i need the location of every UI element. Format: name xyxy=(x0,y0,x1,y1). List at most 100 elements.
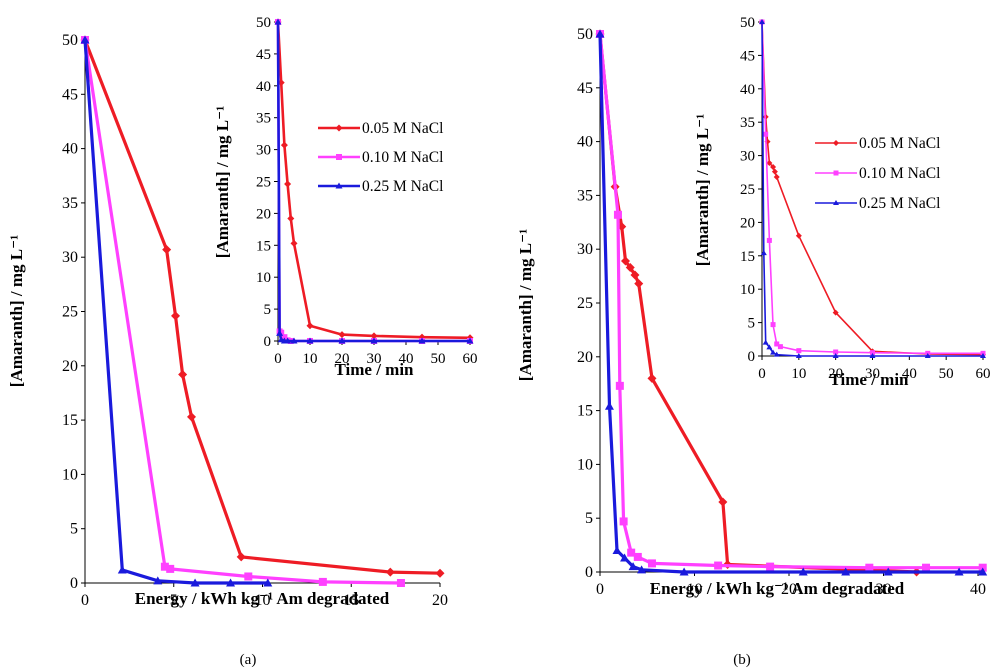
legend-label: 0.25 M NaCl xyxy=(362,178,443,195)
data-point xyxy=(117,565,127,574)
x-tick-label: 5 xyxy=(170,592,178,609)
data-point xyxy=(171,311,181,321)
y-tick-label: 50 xyxy=(577,26,593,43)
data-point xyxy=(466,337,474,344)
data-point xyxy=(647,559,656,568)
data-point xyxy=(281,334,288,341)
y-tick-label: 25 xyxy=(740,182,755,198)
y-tick-label: 40 xyxy=(62,141,78,158)
series-0-25-m-nacl xyxy=(80,35,273,587)
y-axis-label: [Amaranth] / mg L⁻¹ xyxy=(213,106,232,258)
y-tick-label: 45 xyxy=(740,48,755,64)
data-point xyxy=(922,563,931,572)
x-tick-label: 0 xyxy=(274,351,282,367)
series-0-10-m-nacl xyxy=(759,19,986,356)
series-0-25-m-nacl xyxy=(274,18,474,344)
data-point xyxy=(162,245,172,255)
y-tick-label: 35 xyxy=(62,195,78,212)
y-tick-label: 15 xyxy=(62,412,78,429)
data-point xyxy=(954,567,964,576)
data-point xyxy=(236,552,246,562)
data-point xyxy=(760,250,767,256)
data-point xyxy=(80,35,90,44)
data-point xyxy=(833,349,839,355)
data-point xyxy=(385,567,395,577)
data-point xyxy=(980,353,986,358)
y-tick-label: 0 xyxy=(585,564,593,581)
x-tick-label: 0 xyxy=(758,366,766,382)
y-tick-label: 25 xyxy=(62,304,78,321)
series-0-10-m-nacl xyxy=(596,30,987,572)
y-tick-label: 10 xyxy=(62,466,78,483)
y-axis-label: [Amaranth] / mg L⁻¹ xyxy=(7,235,26,387)
data-point xyxy=(832,353,839,358)
data-point xyxy=(796,348,802,354)
x-tick-label: 20 xyxy=(828,366,843,382)
data-point xyxy=(832,309,839,316)
y-tick-label: 5 xyxy=(264,302,272,318)
data-point xyxy=(795,353,802,358)
y-tick-label: 10 xyxy=(577,456,593,473)
data-point xyxy=(637,565,647,574)
series-0-10-m-nacl xyxy=(81,36,405,587)
x-tick-label: 40 xyxy=(902,366,917,382)
y-tick-label: 40 xyxy=(256,79,271,95)
data-point xyxy=(795,232,802,239)
series-line xyxy=(83,39,441,575)
data-point xyxy=(841,567,851,576)
data-point xyxy=(773,173,780,180)
x-tick-label: 50 xyxy=(431,351,446,367)
data-point xyxy=(396,579,405,587)
y-tick-label: 25 xyxy=(577,295,593,312)
legend-item: 0.05 M NaCl xyxy=(318,120,443,137)
data-point xyxy=(226,578,236,587)
data-point xyxy=(770,349,777,355)
x-tick-label: 30 xyxy=(865,366,880,382)
legend: 0.05 M NaCl 0.10 M NaCl 0.25 M NaCl xyxy=(318,120,443,195)
y-tick-label: 0 xyxy=(264,334,272,350)
data-point xyxy=(290,239,298,247)
data-point xyxy=(306,337,314,344)
data-point xyxy=(759,19,765,24)
data-point xyxy=(625,262,635,272)
series-0-25-m-nacl xyxy=(595,29,988,576)
series-line xyxy=(83,39,401,585)
legend-marker xyxy=(336,154,342,160)
data-point xyxy=(187,412,196,422)
caption-a: (a) xyxy=(240,652,257,668)
x-tick-label: 20 xyxy=(432,592,448,609)
x-tick-label: 30 xyxy=(367,351,382,367)
data-point xyxy=(370,337,378,344)
legend-label: 0.05 M NaCl xyxy=(362,120,443,137)
y-tick-label: 15 xyxy=(740,249,755,265)
series-line xyxy=(761,21,983,357)
data-point xyxy=(679,567,689,576)
data-point xyxy=(604,401,614,410)
y-tick-label: 0 xyxy=(748,349,756,365)
legend-label: 0.25 M NaCl xyxy=(859,195,940,212)
y-tick-label: 35 xyxy=(577,187,593,204)
data-point xyxy=(370,332,378,340)
y-tick-label: 25 xyxy=(256,175,271,191)
x-tick-label: 15 xyxy=(343,592,359,609)
y-tick-label: 30 xyxy=(256,143,271,159)
data-point xyxy=(166,564,175,573)
data-point xyxy=(244,572,253,581)
data-point xyxy=(798,567,808,576)
legend-item: 0.25 M NaCl xyxy=(318,178,443,195)
data-point xyxy=(870,350,875,356)
y-axis-label: [Amaranth] / mg L⁻¹ xyxy=(516,229,535,381)
data-point xyxy=(770,163,777,170)
y-tick-label: 10 xyxy=(256,270,271,286)
y-tick-label: 50 xyxy=(62,32,78,49)
data-point xyxy=(627,548,636,557)
x-tick-label: 40 xyxy=(399,351,414,367)
data-point xyxy=(263,578,273,587)
y-tick-label: 35 xyxy=(740,115,755,131)
x-tick-label: 10 xyxy=(687,581,703,598)
data-point xyxy=(773,351,780,357)
data-point xyxy=(774,341,780,347)
series-line xyxy=(598,33,917,574)
